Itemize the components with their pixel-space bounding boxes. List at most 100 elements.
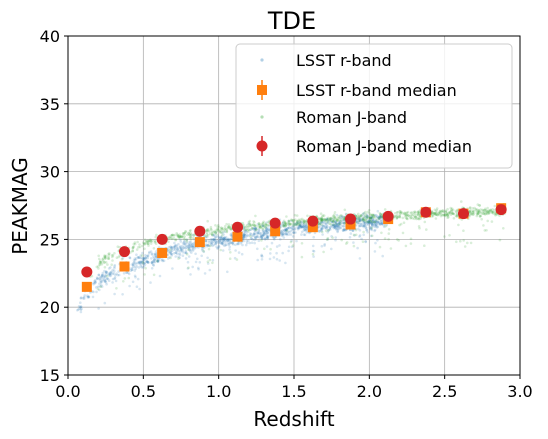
scatter-point — [285, 232, 289, 236]
scatter-point — [157, 258, 161, 262]
scatter-point — [129, 269, 133, 273]
scatter-point — [484, 208, 487, 212]
scatter-point — [284, 229, 287, 233]
scatter-point — [295, 223, 298, 226]
scatter-point — [223, 241, 227, 244]
scatter-point — [191, 236, 195, 240]
scatter-point — [299, 225, 303, 229]
scatter-point — [245, 241, 249, 245]
scatter-point — [371, 220, 375, 223]
scatter-point — [134, 263, 138, 266]
scatter-point — [287, 219, 291, 223]
scatter-point — [364, 224, 367, 228]
scatter-point — [303, 219, 306, 223]
scatter-point — [109, 266, 112, 269]
scatter-point — [266, 236, 269, 240]
scatter-point — [278, 244, 281, 247]
scatter-point — [301, 225, 305, 228]
scatter-point — [261, 234, 265, 237]
x-tick-label: 3.0 — [507, 382, 532, 401]
scatter-point — [113, 267, 116, 270]
scatter-point — [175, 245, 179, 248]
scatter-point — [415, 217, 418, 221]
scatter-point — [319, 224, 322, 227]
scatter-point — [445, 212, 449, 215]
scatter-point — [103, 275, 106, 279]
scatter-point — [188, 229, 192, 233]
scatter-point — [168, 251, 172, 255]
scatter-point — [217, 235, 220, 239]
scatter-point — [284, 223, 288, 226]
scatter-point — [211, 241, 214, 244]
scatter-point — [304, 225, 308, 228]
scatter-point — [111, 277, 115, 281]
scatter-point — [471, 211, 475, 214]
scatter-point — [174, 255, 177, 258]
scatter-point — [486, 212, 489, 216]
scatter-point — [486, 211, 489, 215]
scatter-point — [318, 222, 322, 226]
scatter-point — [140, 261, 144, 264]
scatter-point — [186, 244, 190, 248]
scatter-point — [146, 256, 149, 260]
legend-label-lsst-r-band: LSST r-band — [296, 51, 392, 70]
scatter-point — [102, 276, 106, 280]
scatter-point — [109, 274, 112, 278]
scatter-clouds — [76, 200, 506, 314]
scatter-point — [326, 216, 330, 220]
scatter-point — [204, 239, 208, 243]
scatter-point — [187, 248, 190, 251]
scatter-point — [368, 221, 371, 224]
scatter-point — [365, 214, 369, 218]
scatter-point — [103, 301, 107, 305]
scatter-point — [300, 233, 303, 236]
scatter-point — [222, 237, 225, 240]
scatter-point — [443, 235, 446, 238]
scatter-point — [236, 242, 240, 245]
x-axis-ticks: 0.0 0.5 1.0 1.5 2.0 2.5 3.0 — [55, 375, 533, 401]
scatter-point — [229, 233, 232, 236]
scatter-point — [320, 218, 324, 221]
scatter-point — [196, 257, 199, 261]
scatter-point — [417, 211, 420, 214]
scatter-point — [262, 220, 266, 224]
scatter-point — [115, 287, 118, 290]
scatter-point — [79, 296, 83, 300]
scatter-point — [430, 215, 434, 218]
scatter-point — [113, 276, 117, 279]
scatter-point — [282, 236, 286, 239]
scatter-point — [143, 242, 147, 246]
scatter-point — [367, 215, 370, 218]
scatter-point — [184, 230, 187, 233]
scatter-point — [334, 220, 338, 223]
scatter-point — [356, 221, 360, 224]
scatter-point — [444, 210, 448, 214]
scatter-point — [365, 216, 368, 219]
scatter-point — [128, 284, 131, 288]
scatter-point — [217, 229, 220, 232]
scatter-point — [323, 243, 327, 246]
scatter-point — [229, 228, 233, 231]
scatter-point — [103, 255, 107, 258]
scatter-point — [303, 226, 307, 229]
scatter-point — [360, 214, 363, 217]
scatter-point — [324, 229, 328, 233]
scatter-point — [177, 235, 181, 239]
scatter-point — [292, 231, 296, 234]
scatter-point — [217, 239, 221, 243]
scatter-point — [131, 280, 135, 284]
median-point — [382, 210, 394, 222]
scatter-point — [97, 257, 101, 261]
scatter-point — [111, 254, 115, 257]
scatter-point — [336, 230, 339, 234]
scatter-point — [98, 262, 101, 266]
scatter-point — [259, 234, 263, 237]
scatter-point — [150, 252, 154, 255]
scatter-point — [254, 236, 258, 239]
scatter-point — [132, 263, 135, 267]
scatter-point — [345, 241, 349, 244]
scatter-point — [214, 235, 217, 239]
scatter-point — [469, 213, 472, 217]
scatter-point — [358, 234, 362, 237]
scatter-point — [249, 223, 253, 227]
